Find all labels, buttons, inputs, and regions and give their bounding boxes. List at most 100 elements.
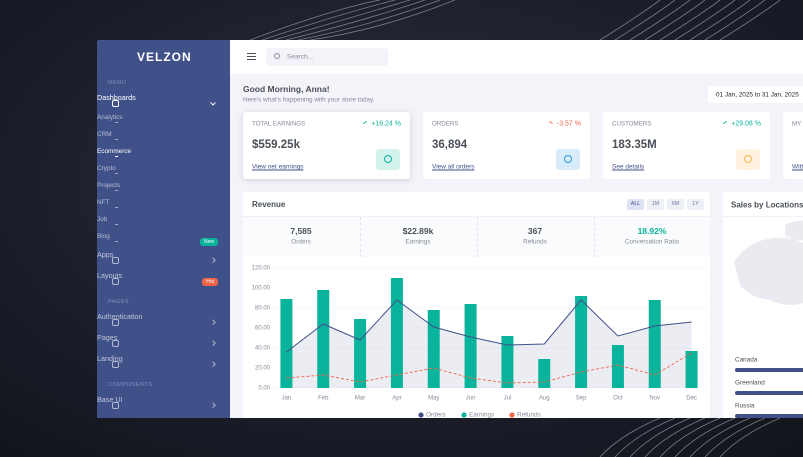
greeting-title: Good Morning, Anna! — [243, 84, 330, 94]
nav-subitem[interactable]: Blog New — [97, 233, 230, 250]
card-link[interactable]: View all orders — [432, 163, 475, 171]
trend-arrow — [723, 120, 727, 125]
filter-button[interactable]: 1Y — [687, 199, 704, 210]
nav-subitem[interactable]: CRM — [97, 131, 230, 148]
search-placeholder: Search... — [287, 53, 314, 61]
line — [286, 299, 692, 353]
nav-heading: COMPONENTS — [108, 382, 153, 388]
card-change: -3.57 % — [556, 120, 581, 128]
filter-button[interactable]: ALL — [627, 199, 644, 210]
nav-item[interactable]: Authentication — [97, 312, 230, 333]
nav-icon — [112, 100, 119, 107]
search-box[interactable]: Search... — [266, 48, 388, 66]
greeting-subtitle: Here's what's happening with your store … — [243, 96, 375, 104]
bar — [685, 351, 698, 388]
line — [286, 352, 692, 384]
bar — [575, 296, 588, 388]
logo[interactable]: VELZON — [137, 50, 192, 64]
divider — [243, 216, 710, 217]
nav-subitem[interactable]: Crypto — [97, 165, 230, 182]
nav-sublabel: Crypto — [97, 165, 116, 172]
card-value: 183.35M — [612, 139, 657, 151]
stat-card: TOTAL EARNINGS +16.24 % $559.25k View net e… — [243, 112, 410, 179]
stat-label: Orders — [291, 238, 311, 246]
stat-separator — [360, 217, 361, 257]
nav-item[interactable]: Layouts Hot — [97, 271, 230, 292]
nav-label: Authentication — [97, 312, 143, 321]
card-link[interactable]: See details — [612, 163, 645, 171]
nav-item[interactable]: Pages — [97, 333, 230, 354]
x-tick-label: Feb — [318, 396, 329, 402]
y-tick-label: 60.00 — [255, 326, 271, 332]
bar — [648, 300, 661, 388]
location-name: Canada — [735, 356, 758, 364]
y-tick-label: 120.00 — [252, 266, 271, 272]
card-title: ORDERS — [432, 120, 459, 128]
nav-subitem[interactable]: Projects — [97, 182, 230, 199]
dash — [115, 207, 118, 208]
nav-subitem[interactable]: Ecommerce — [97, 148, 230, 165]
card-change: +29.08 % — [731, 120, 761, 128]
card-value: $559.25k — [252, 139, 300, 151]
nav-subitem[interactable]: Job — [97, 216, 230, 233]
nav-heading: MENU — [108, 80, 127, 86]
y-tick-label: 100.00 — [252, 286, 271, 292]
x-tick-label: Oct — [613, 396, 623, 402]
stat-separator — [477, 217, 478, 257]
nav-sublabel: Ecommerce — [97, 148, 132, 155]
legend-marker — [461, 412, 467, 418]
nav-item[interactable]: Apps — [97, 250, 230, 271]
dash — [115, 156, 118, 157]
dash — [115, 190, 118, 191]
card-icon-glyph — [384, 155, 392, 163]
y-tick-label: 80.00 — [255, 306, 271, 312]
stat-label: Refunds — [523, 238, 547, 246]
nav-badge: New — [199, 237, 218, 246]
divider — [723, 216, 803, 217]
dash — [115, 224, 118, 225]
bar — [464, 304, 477, 388]
filter-button[interactable]: 6M — [667, 199, 684, 210]
card-link[interactable]: View net earnings — [252, 163, 304, 171]
card-icon-glyph — [744, 155, 752, 163]
x-tick-label: Apr — [392, 396, 401, 402]
nav-item[interactable]: Dashboards — [97, 93, 230, 114]
app-window: VELZON MENU Dashboards Analytics CRM Ecommer… — [97, 40, 803, 418]
nav-label: Apps — [97, 250, 114, 259]
nav-item[interactable]: Landing — [97, 354, 230, 375]
card-icon — [736, 149, 760, 170]
x-tick-label: Nov — [649, 396, 660, 402]
bar — [538, 359, 551, 388]
nav-icon — [112, 257, 119, 264]
y-tick-label: 20.00 — [255, 366, 271, 372]
x-tick-label: May — [428, 396, 439, 402]
x-tick-label: Aug — [539, 396, 550, 402]
nav-label: Base UI — [97, 395, 123, 404]
bar — [501, 336, 514, 388]
bar — [354, 319, 367, 388]
bar — [611, 345, 624, 388]
card-icon — [376, 149, 400, 170]
date-range[interactable]: 01 Jan, 2025 to 31 Jan, 2025 — [708, 86, 803, 103]
dash — [115, 173, 118, 174]
card-link[interactable]: Withdraw money — [792, 163, 803, 171]
nav-item[interactable]: Base UI — [97, 395, 230, 416]
nav-sublabel: NFT — [97, 199, 110, 206]
bar — [280, 299, 293, 388]
nav-sublabel: CRM — [97, 131, 112, 138]
bar — [427, 310, 440, 388]
legend-marker — [418, 412, 424, 418]
progress-fill — [735, 414, 803, 418]
menu-toggle[interactable] — [247, 53, 256, 54]
filter-button[interactable]: 1M — [647, 199, 664, 210]
legend-label: Earnings — [469, 412, 494, 418]
nav-subitem[interactable]: NFT — [97, 199, 230, 216]
area-fill — [286, 300, 692, 388]
stat-value: 18.92% — [637, 226, 667, 236]
nav-subitem[interactable]: Analytics — [97, 114, 230, 131]
stat-value: $22.89k — [402, 226, 434, 236]
stat-card: CUSTOMERS +29.08 % 183.35M See details — [603, 112, 770, 179]
nav-label: Dashboards — [97, 93, 136, 102]
trend-arrow — [363, 120, 367, 125]
